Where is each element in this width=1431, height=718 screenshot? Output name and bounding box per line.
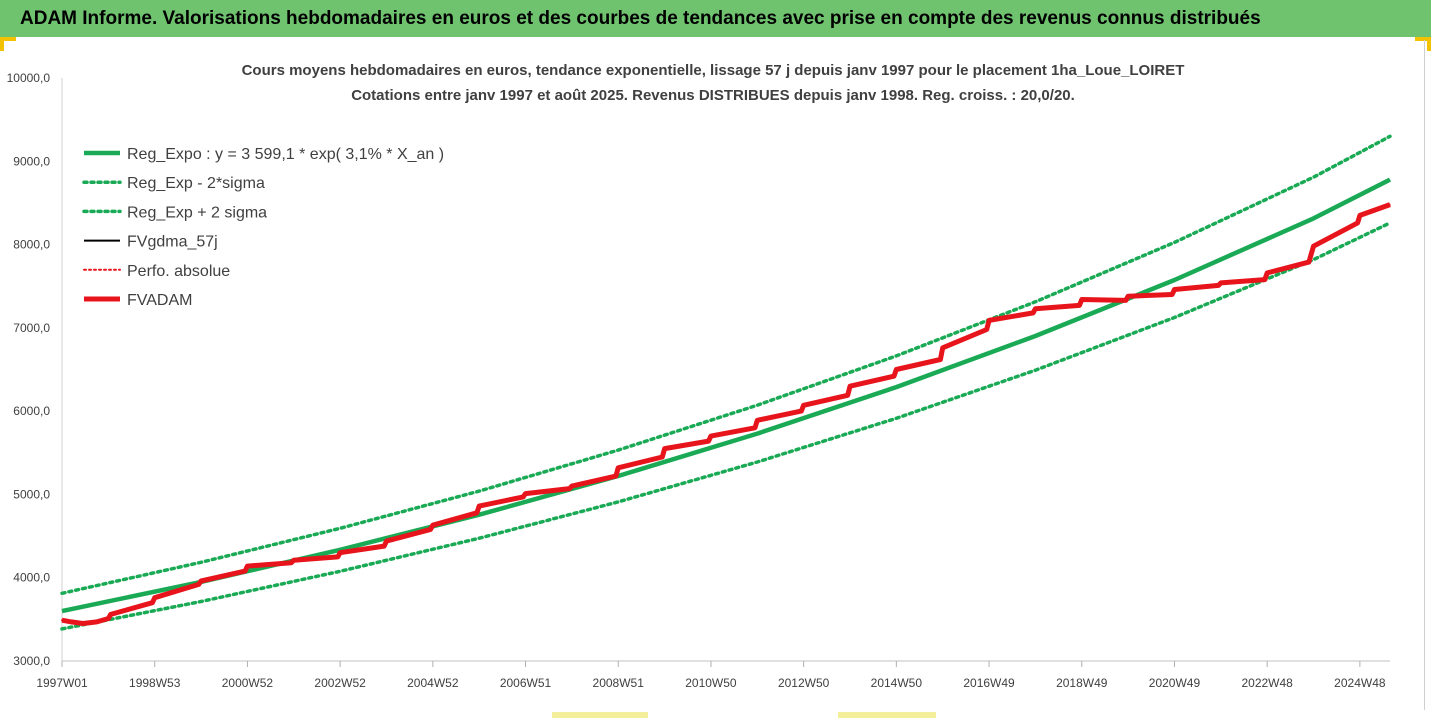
legend-fvadam-label: FVADAM (127, 292, 192, 309)
x-tick-label: 2016W49 (963, 676, 1015, 690)
x-tick-label: 2010W50 (685, 676, 737, 690)
x-tick-label: 2006W51 (500, 676, 552, 690)
x-tick-label: 2018W49 (1056, 676, 1108, 690)
y-tick-label: 4000,0 (13, 571, 50, 585)
x-tick-label: 1997W01 (36, 676, 88, 690)
legend: Reg_Expo : y = 3 599,1 * exp( 3,1% * X_a… (82, 146, 444, 309)
x-tick-label: 2022W48 (1241, 676, 1293, 690)
legend-reg-exp-plus-label: Reg_Exp + 2 sigma (127, 204, 267, 221)
x-tick-label: 1998W53 (129, 676, 181, 690)
legend-reg-exp-minus-label: Reg_Exp - 2*sigma (127, 175, 265, 192)
x-tick-label: 2014W50 (871, 676, 923, 690)
x-tick-label: 2004W52 (407, 676, 459, 690)
series-reg-exp-plus-2sigma (60, 134, 1392, 596)
series-layer (60, 134, 1392, 631)
chart-area: Cours moyens hebdomadaires en euros, ten… (7, 62, 1392, 690)
series-perfo-absolue (61, 203, 1391, 625)
x-tick-label: 2020W49 (1149, 676, 1201, 690)
x-tick-label: 2000W52 (222, 676, 274, 690)
corner-mark-left-v (0, 37, 4, 51)
y-axis-ticks: 10000,0 9000,0 8000,0 7000,0 6000,0 5000,0 400… (7, 71, 51, 668)
y-tick-label: 9000,0 (13, 154, 50, 168)
sheet-tab-marker-1 (552, 712, 648, 718)
y-tick-label: 5000,0 (13, 487, 50, 501)
corner-mark-left (0, 37, 16, 41)
x-tick-label: 2024W48 (1334, 676, 1386, 690)
x-tick-label: 2012W50 (778, 676, 830, 690)
legend-fvgdma-57j-label: FVgdma_57j (127, 234, 218, 251)
corner-mark-right (1415, 37, 1431, 41)
chart-title: Cours moyens hebdomadaires en euros, ten… (242, 62, 1185, 79)
y-tick-label: 6000,0 (13, 404, 50, 418)
x-tick-label: 2008W51 (593, 676, 645, 690)
y-tick-label: 8000,0 (13, 238, 50, 252)
x-axis-ticks: 1997W01 1998W53 2000W52 2002W52 2004W52 2006W… (36, 661, 1386, 690)
x-tick-label: 2002W52 (314, 676, 366, 690)
report-banner-title: ADAM Informe. Valorisations hebdomadaire… (0, 0, 1431, 37)
y-tick-label: 10000,0 (7, 71, 51, 85)
y-tick-label: 7000,0 (13, 321, 50, 335)
corner-mark-right-v (1427, 37, 1431, 51)
chart-frame-border (1424, 40, 1425, 710)
legend-perfo-absolue-label: Perfo. absolue (127, 263, 230, 280)
chart-subtitle: Cotations entre janv 1997 et août 2025. … (351, 87, 1075, 104)
sheet-tab-marker-2 (838, 712, 936, 718)
y-tick-label: 3000,0 (13, 654, 50, 668)
legend-reg-expo-label: Reg_Expo : y = 3 599,1 * exp( 3,1% * X_a… (127, 146, 444, 163)
series-reg-exp-minus-2sigma (60, 221, 1392, 631)
